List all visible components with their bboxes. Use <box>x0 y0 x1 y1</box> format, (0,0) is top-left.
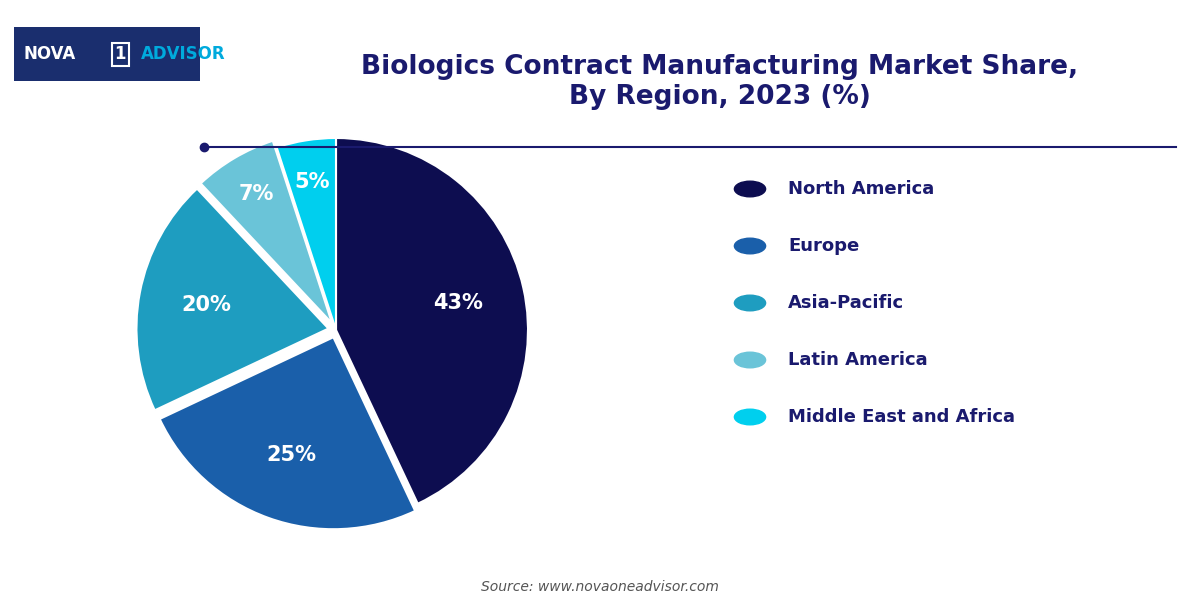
Text: 1: 1 <box>115 45 126 63</box>
Text: 20%: 20% <box>181 295 230 315</box>
Text: Middle East and Africa: Middle East and Africa <box>788 408 1015 426</box>
Text: North America: North America <box>788 180 935 198</box>
Text: Source: www.novaoneadvisor.com: Source: www.novaoneadvisor.com <box>481 580 719 594</box>
Text: 25%: 25% <box>266 445 316 464</box>
Text: 7%: 7% <box>238 184 274 205</box>
FancyBboxPatch shape <box>14 27 200 81</box>
Text: Europe: Europe <box>788 237 859 255</box>
Text: 43%: 43% <box>433 293 482 313</box>
Wedge shape <box>336 138 528 504</box>
Text: Latin America: Latin America <box>788 351 928 369</box>
Wedge shape <box>137 188 329 410</box>
Text: NOVA: NOVA <box>24 45 76 63</box>
Wedge shape <box>160 337 415 529</box>
Text: ADVISOR: ADVISOR <box>140 45 226 63</box>
Text: 5%: 5% <box>295 172 330 192</box>
Wedge shape <box>277 138 336 330</box>
Text: Asia-Pacific: Asia-Pacific <box>788 294 905 312</box>
Wedge shape <box>200 141 332 323</box>
Text: Biologics Contract Manufacturing Market Share,
By Region, 2023 (%): Biologics Contract Manufacturing Market … <box>361 54 1079 110</box>
